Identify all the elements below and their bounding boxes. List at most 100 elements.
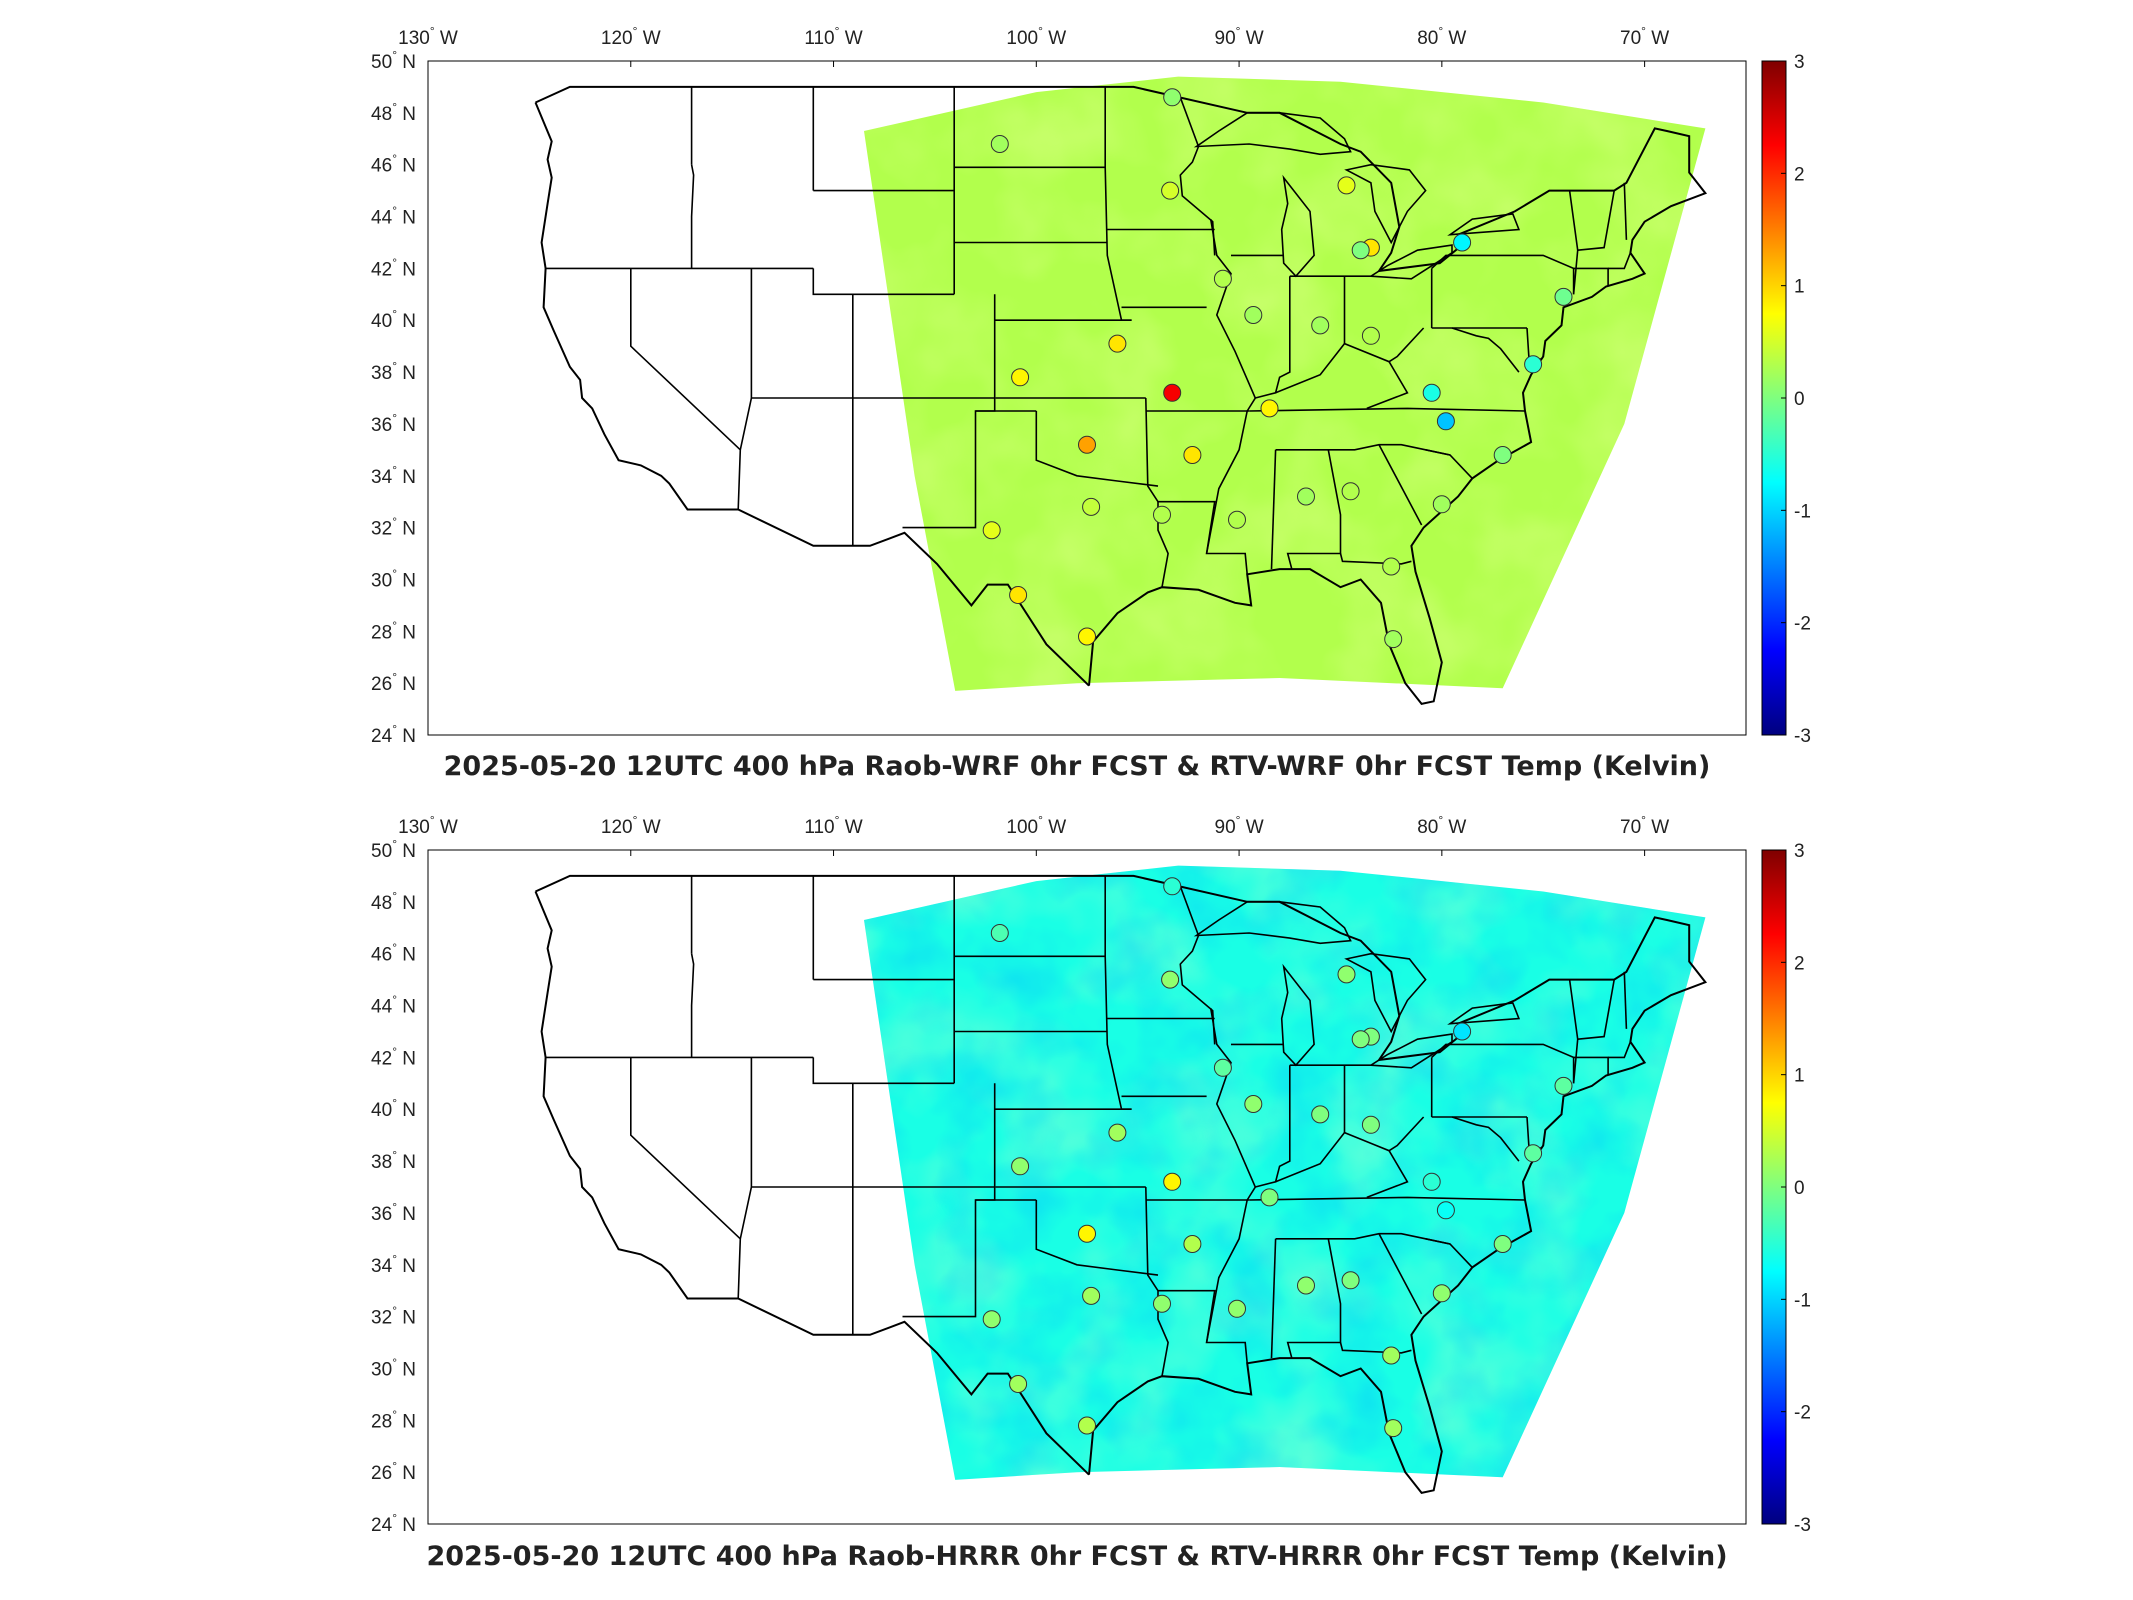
raob-station-marker (1453, 233, 1472, 252)
colorbar-tick-label: -3 (1794, 726, 1811, 747)
great-lake-outline (1344, 952, 1427, 1034)
raob-station-marker (1554, 287, 1573, 306)
latitude-tick-label: 42° N (371, 1044, 416, 1069)
raob-station-marker (990, 135, 1009, 153)
colorbar-tick-label: -1 (1794, 501, 1811, 522)
latitude-tick-label: 36° N (371, 1200, 416, 1225)
state-border (1179, 97, 1200, 147)
state-border (1378, 1233, 1423, 1315)
longitude-tick-label: 110° W (804, 24, 862, 49)
state-border (1378, 444, 1423, 526)
raob-station-marker (1082, 497, 1101, 516)
latitude-tick-label: 28° N (371, 618, 416, 643)
raob-station-marker (1078, 627, 1096, 646)
state-border (1255, 1065, 1291, 1188)
map-title: 2025-05-20 12UTC 400 hPa Raob-HRRR 0hr F… (426, 1541, 1727, 1572)
colorbar-tick-label: -2 (1794, 614, 1811, 635)
coastline-and-state-borders (534, 85, 1708, 706)
latitude-tick-label: 28° N (371, 1407, 416, 1432)
great-lake-outline (1193, 112, 1352, 156)
raob-station-marker (1011, 1157, 1030, 1176)
colorbar-tick-label: -1 (1794, 1290, 1811, 1311)
state-border (1035, 1200, 1159, 1276)
state-border (812, 268, 955, 296)
raob-station-marker (1432, 495, 1451, 514)
raob-stations (982, 877, 1573, 1438)
longitude-ticks: 130° W 120° W 110° W 100° W 90° W 80° W 70° W (398, 813, 1669, 856)
map-frame (427, 849, 1747, 1525)
colorbar-tick-label: 2 (1794, 164, 1805, 185)
latitude-tick-label: 24° N (371, 722, 416, 747)
raob-station-marker (1011, 368, 1030, 387)
raob-station-marker (1297, 1276, 1315, 1295)
latitude-tick-label: 30° N (371, 567, 416, 592)
latitude-tick-label: 24° N (371, 1511, 416, 1536)
state-border (630, 1057, 741, 1240)
latitude-tick-label: 32° N (371, 515, 416, 540)
longitude-tick-label: 80° W (1417, 813, 1466, 838)
west-coastline (534, 102, 1090, 687)
colorbar-tick-label: 2 (1794, 953, 1805, 974)
state-border (1249, 1196, 1526, 1201)
colorbar-tick-label: 0 (1794, 389, 1805, 410)
state-border (1339, 1342, 1412, 1354)
colorbar-tick-label: 1 (1794, 277, 1805, 298)
great-lake-outline (1280, 963, 1315, 1067)
raob-station-marker (1524, 355, 1543, 374)
colorbar-tick-label: -2 (1794, 1403, 1811, 1424)
raob-station-marker (1493, 1235, 1512, 1253)
raob-station-marker (1163, 88, 1182, 107)
great-lake-outline (1193, 901, 1352, 945)
colorbar-tick-label: 1 (1794, 1066, 1805, 1087)
raob-station-marker (1422, 383, 1441, 402)
state-border (1623, 182, 1628, 240)
raob-station-marker (1161, 970, 1180, 989)
raob-station-marker (1078, 1416, 1096, 1435)
latitude-tick-label: 46° N (371, 941, 416, 966)
raob-station-marker (1493, 446, 1512, 464)
state-border (1425, 1238, 1451, 1245)
longitude-tick-label: 120° W (601, 24, 661, 49)
top-map-panel: 130° W 120° W 110° W 100° W 90° W 80° W 70° W … (371, 24, 1811, 782)
colorbar-tick-label: -3 (1794, 1515, 1811, 1536)
raob-station-marker (1382, 1346, 1401, 1365)
raob-station-marker (1213, 269, 1232, 288)
great-lake-outline (1280, 174, 1315, 278)
colorbar-tick-label: 3 (1794, 841, 1805, 862)
state-border (1577, 979, 1615, 1040)
latitude-tick-label: 48° N (371, 100, 416, 125)
state-border (690, 953, 695, 1058)
west-coastline (534, 891, 1090, 1476)
great-lake-outline (1368, 1033, 1453, 1069)
raob-station-marker (1153, 1294, 1171, 1313)
latitude-tick-label: 40° N (371, 307, 416, 332)
east-coastline (535, 85, 1708, 706)
raob-station-marker (1311, 316, 1330, 335)
state-border (1255, 276, 1291, 399)
raob-station-marker (1453, 1022, 1472, 1041)
raob-station-marker (1244, 1095, 1263, 1113)
raob-station-marker (1436, 412, 1455, 431)
state-border (1425, 449, 1451, 456)
longitude-tick-label: 70° W (1620, 813, 1669, 838)
state-border (1179, 886, 1200, 936)
state-border (1275, 342, 1409, 410)
raob-station-marker (1260, 399, 1279, 418)
raob-station-marker (1422, 1172, 1441, 1191)
longitude-tick-label: 110° W (804, 813, 862, 838)
raob-stations (982, 88, 1573, 649)
state-border (1205, 218, 1257, 554)
raob-station-marker (1153, 505, 1171, 524)
latitude-tick-label: 48° N (371, 889, 416, 914)
state-border (1623, 971, 1628, 1029)
raob-station-marker (1351, 1030, 1370, 1049)
state-border (1608, 252, 1632, 270)
raob-station-marker (1108, 334, 1127, 353)
raob-station-marker (990, 924, 1009, 942)
raob-station-marker (1554, 1076, 1573, 1095)
raob-station-marker (1108, 1123, 1127, 1142)
state-border (1608, 1041, 1632, 1059)
raob-station-marker (1337, 176, 1356, 195)
state-border (812, 1057, 955, 1085)
